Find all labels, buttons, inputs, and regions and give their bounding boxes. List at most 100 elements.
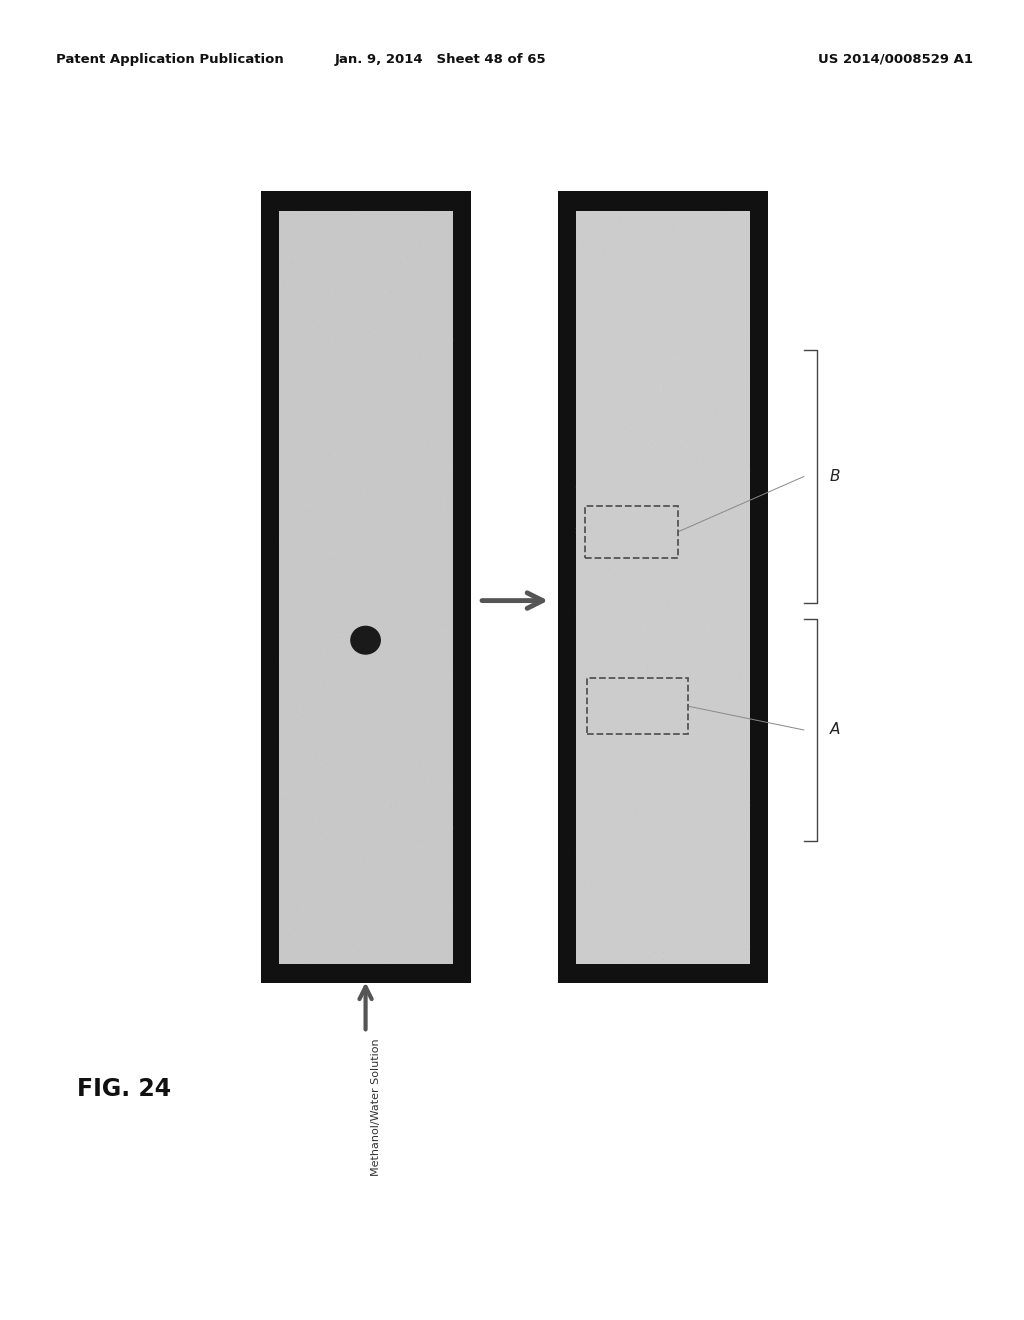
Point — [580, 535, 596, 556]
Point — [383, 256, 399, 277]
Point — [334, 775, 350, 796]
Point — [325, 638, 341, 659]
Point — [303, 327, 319, 348]
Point — [673, 564, 689, 585]
Point — [293, 865, 309, 886]
Point — [640, 413, 656, 434]
Point — [643, 240, 659, 261]
Point — [326, 329, 342, 350]
Point — [337, 896, 353, 917]
Point — [308, 421, 325, 442]
Point — [665, 669, 681, 690]
Point — [731, 315, 748, 337]
Point — [640, 651, 656, 672]
Point — [333, 743, 349, 764]
Point — [384, 845, 400, 866]
Point — [287, 880, 303, 902]
Point — [673, 946, 689, 968]
Point — [308, 284, 325, 305]
Point — [427, 498, 443, 519]
Point — [669, 550, 685, 572]
Point — [702, 469, 719, 490]
Point — [335, 227, 351, 248]
Ellipse shape — [350, 626, 381, 655]
Point — [595, 813, 611, 834]
Point — [726, 284, 742, 305]
Point — [735, 813, 752, 834]
Point — [279, 463, 295, 484]
Point — [731, 570, 748, 591]
Point — [434, 430, 451, 451]
Point — [328, 543, 344, 564]
Point — [597, 702, 613, 723]
Point — [617, 858, 634, 879]
Point — [731, 256, 748, 277]
Point — [741, 795, 758, 816]
Point — [698, 231, 715, 252]
Point — [332, 717, 348, 738]
Point — [283, 459, 299, 480]
Point — [572, 454, 589, 475]
Point — [356, 444, 373, 465]
Point — [706, 772, 722, 793]
Point — [675, 470, 691, 491]
Point — [666, 219, 682, 240]
Point — [690, 562, 707, 583]
Point — [592, 651, 608, 672]
Point — [310, 920, 327, 941]
Point — [397, 585, 414, 606]
Point — [444, 494, 461, 515]
Point — [720, 700, 736, 721]
Point — [340, 686, 356, 708]
Point — [608, 871, 625, 892]
Point — [655, 318, 672, 339]
Point — [578, 244, 594, 265]
Point — [728, 556, 744, 577]
Point — [592, 226, 608, 247]
Point — [652, 337, 669, 358]
Point — [577, 875, 593, 896]
Point — [302, 364, 318, 385]
Point — [632, 286, 648, 308]
Point — [345, 475, 361, 496]
Point — [402, 908, 419, 929]
Point — [340, 903, 356, 924]
Point — [353, 672, 370, 693]
Point — [723, 795, 739, 816]
Point — [389, 577, 406, 598]
Point — [357, 611, 374, 632]
Point — [374, 457, 390, 478]
Point — [709, 710, 725, 731]
Point — [413, 946, 429, 968]
Point — [391, 906, 408, 927]
Point — [386, 409, 402, 430]
Point — [677, 347, 693, 368]
Point — [581, 875, 597, 896]
Point — [728, 805, 744, 826]
Point — [414, 475, 430, 496]
Point — [589, 238, 605, 259]
Point — [379, 445, 395, 466]
Point — [595, 714, 611, 735]
Point — [643, 430, 659, 451]
Point — [346, 777, 362, 799]
Point — [627, 549, 643, 570]
Point — [643, 581, 659, 602]
Point — [443, 298, 460, 319]
Point — [330, 275, 346, 296]
Point — [429, 310, 445, 331]
Point — [646, 310, 663, 331]
Point — [313, 701, 330, 722]
Point — [275, 727, 292, 748]
Point — [669, 413, 685, 434]
Point — [620, 851, 636, 873]
Point — [424, 906, 440, 927]
Point — [652, 715, 669, 737]
Point — [341, 668, 357, 689]
Point — [720, 437, 736, 458]
Point — [288, 913, 304, 935]
Point — [610, 247, 627, 268]
Point — [675, 834, 691, 855]
Point — [621, 775, 637, 796]
Point — [714, 339, 730, 360]
